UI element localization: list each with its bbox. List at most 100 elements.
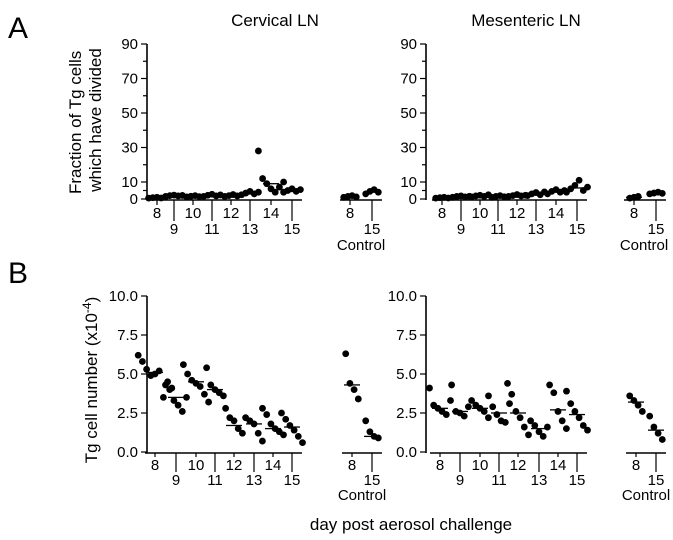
data-point	[203, 364, 211, 372]
y-tick-label: 30	[121, 140, 138, 157]
x-tick-label: 15	[284, 221, 301, 238]
x-tick-label: 12	[510, 457, 527, 474]
x-tick-label: 8	[632, 457, 640, 474]
data-point	[263, 411, 271, 418]
y-tick-label: 0.0	[117, 444, 138, 461]
data-point	[535, 428, 543, 436]
data-point	[174, 401, 182, 409]
data-point	[520, 423, 528, 431]
x-tick-label: 8	[346, 205, 354, 222]
x-tick-label: 10	[188, 457, 205, 474]
data-point	[222, 404, 230, 412]
x-tick-label: 8	[630, 205, 638, 222]
data-point	[254, 429, 262, 437]
y-axis-label-a: Fraction of Tg cells which have divided	[66, 46, 105, 194]
y-tick-label: 7.5	[396, 327, 417, 344]
data-point	[465, 403, 472, 411]
data-point	[271, 188, 279, 196]
data-point	[374, 434, 382, 442]
data-point	[634, 401, 642, 409]
y-tick-label: 7.5	[117, 327, 138, 344]
data-point	[575, 176, 583, 184]
data-point	[259, 404, 266, 412]
data-point	[512, 408, 520, 415]
data-point	[584, 426, 591, 434]
data-point	[508, 390, 516, 398]
plot-title-mesenteric: Mesenteric LN	[471, 11, 581, 30]
y-tick-label: 0	[409, 191, 417, 208]
data-point	[485, 392, 492, 400]
data-point	[506, 400, 513, 408]
data-point	[646, 412, 654, 420]
data-point	[170, 397, 178, 404]
y-tick-label: 50	[121, 105, 138, 122]
data-point	[166, 386, 174, 393]
y-tick-label: 2.5	[117, 405, 138, 422]
data-point	[554, 408, 562, 415]
y-tick-label: 90	[400, 36, 417, 53]
data-point	[178, 408, 186, 415]
data-point	[155, 367, 163, 375]
x-tick-label: 13	[242, 221, 259, 238]
data-point	[180, 361, 187, 369]
y-tick-label: 2.5	[396, 405, 417, 422]
data-point	[468, 397, 475, 404]
data-point	[184, 370, 192, 378]
y-axis-label-b-main: Tg cell number (x10	[82, 313, 101, 463]
y-axis-label-b-exp: -4	[80, 302, 94, 313]
data-point	[160, 394, 167, 401]
data-point	[558, 417, 566, 425]
data-point	[442, 411, 450, 418]
y-tick-label: 0	[130, 191, 138, 208]
data-point	[563, 425, 570, 432]
data-point	[282, 415, 290, 423]
x-tick-label: 15	[648, 472, 665, 489]
data-point	[489, 403, 497, 411]
data-point	[280, 178, 287, 186]
y-axis-label-a-line1: Fraction of Tg cells	[66, 51, 85, 194]
x-tick-label: 12	[226, 457, 243, 474]
x-tick-label: 15	[569, 472, 586, 489]
data-point	[638, 408, 646, 415]
x-tick-label: 9	[457, 221, 465, 238]
data-point	[354, 395, 362, 403]
data-point	[650, 423, 658, 431]
x-tick-label: 14	[265, 457, 282, 474]
x-tick-label: 10	[185, 205, 202, 222]
data-point	[143, 365, 151, 373]
data-point	[504, 379, 511, 387]
data-point	[366, 428, 374, 436]
data-point	[350, 386, 358, 393]
x-tick-label: 8	[348, 457, 356, 474]
control-label: Control	[622, 487, 670, 504]
control-label: Control	[338, 487, 386, 504]
y-tick-label: 70	[121, 71, 138, 88]
data-point	[294, 433, 302, 440]
data-point	[201, 390, 208, 398]
x-tick-label: 11	[491, 472, 507, 489]
x-axis-label: day post aerosol challenge	[310, 515, 512, 534]
data-point	[267, 420, 275, 428]
data-point	[234, 425, 242, 432]
data-point	[447, 397, 454, 404]
y-tick-label: 10.0	[388, 288, 417, 305]
data-point	[579, 422, 587, 429]
data-point	[290, 426, 298, 434]
data-point	[207, 381, 215, 389]
y-tick-label: 5.0	[396, 366, 417, 383]
y-tick-label: 50	[400, 105, 417, 122]
y-axis-label-b: Tg cell number (x10-4)	[80, 297, 101, 464]
data-point	[342, 350, 350, 358]
data-point	[480, 408, 488, 415]
x-tick-label: 14	[550, 457, 567, 474]
x-tick-label: 13	[528, 221, 545, 238]
y-tick-label: 0.0	[396, 444, 417, 461]
x-tick-label: 11	[490, 221, 506, 238]
data-point	[362, 417, 370, 425]
x-tick-label: 15	[364, 472, 381, 489]
data-point	[139, 358, 146, 365]
x-tick-label: 10	[472, 205, 489, 222]
control-label: Control	[620, 237, 668, 254]
